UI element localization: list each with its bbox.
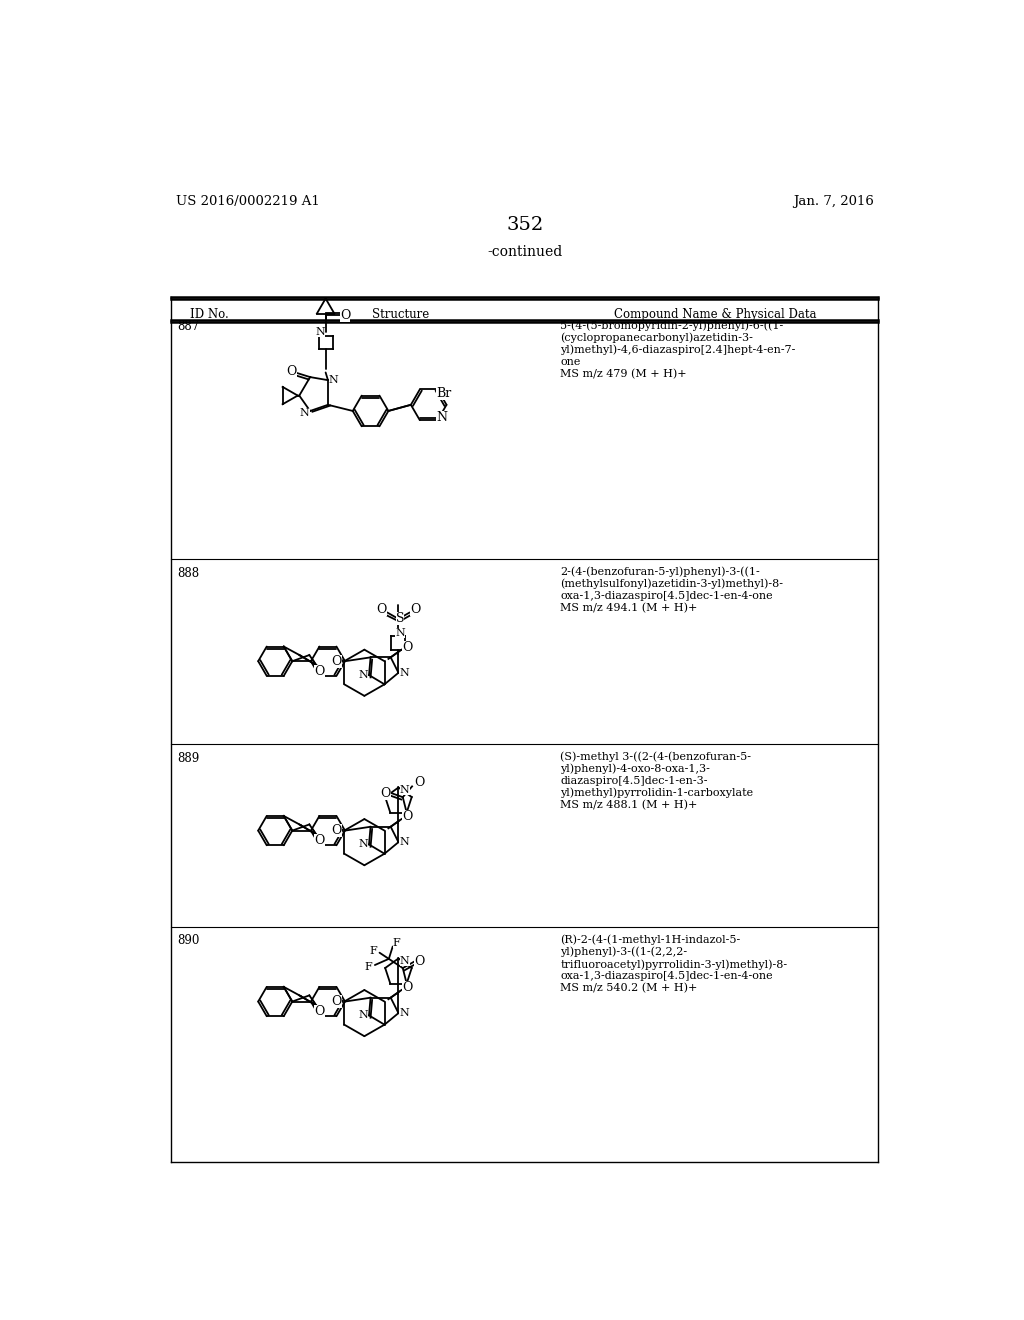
Text: N: N <box>399 668 409 677</box>
Text: O: O <box>401 640 413 653</box>
Text: O: O <box>381 787 391 800</box>
Text: Structure: Structure <box>372 308 429 321</box>
Text: N: N <box>329 375 338 385</box>
Text: N: N <box>358 1010 369 1020</box>
Text: O: O <box>340 309 350 322</box>
Text: N: N <box>399 837 409 847</box>
Text: US 2016/0002219 A1: US 2016/0002219 A1 <box>176 195 319 209</box>
Text: Br: Br <box>436 387 452 400</box>
Text: N: N <box>395 628 404 638</box>
Text: O: O <box>314 834 325 847</box>
Text: N: N <box>399 956 410 966</box>
Text: O: O <box>414 956 424 969</box>
Text: 5-(4-(5-bromopyridin-2-yl)phenyl)-6-((1-
(cyclopropanecarbonyl)azetidin-3-
yl)me: 5-(4-(5-bromopyridin-2-yl)phenyl)-6-((1-… <box>560 319 796 379</box>
Text: O: O <box>332 824 342 837</box>
Text: O: O <box>332 655 342 668</box>
Text: 888: 888 <box>177 566 199 579</box>
Text: S: S <box>395 612 404 626</box>
Text: O: O <box>314 1005 325 1018</box>
Text: O: O <box>332 995 342 1008</box>
Text: 887: 887 <box>177 319 199 333</box>
Text: N: N <box>436 412 447 424</box>
Text: N: N <box>399 785 410 795</box>
Text: (R)-2-(4-(1-methyl-1H-indazol-5-
yl)phenyl)-3-((1-(2,2,2-
trifluoroacetyl)pyrrol: (R)-2-(4-(1-methyl-1H-indazol-5- yl)phen… <box>560 935 787 993</box>
Text: ID No.: ID No. <box>190 308 228 321</box>
Text: N: N <box>358 671 369 680</box>
Text: N: N <box>399 1008 409 1018</box>
Text: O: O <box>401 810 413 824</box>
Text: 2-(4-(benzofuran-5-yl)phenyl)-3-((1-
(methylsulfonyl)azetidin-3-yl)methyl)-8-
ox: 2-(4-(benzofuran-5-yl)phenyl)-3-((1- (me… <box>560 566 783 612</box>
Text: Compound Name & Physical Data: Compound Name & Physical Data <box>614 308 817 321</box>
Text: -continued: -continued <box>487 244 562 259</box>
Text: N: N <box>315 327 325 338</box>
Text: F: F <box>370 946 377 956</box>
Text: 890: 890 <box>177 935 200 948</box>
Text: F: F <box>365 961 373 972</box>
Text: O: O <box>376 603 387 616</box>
Text: 889: 889 <box>177 751 199 764</box>
Text: F: F <box>393 937 400 948</box>
Text: N: N <box>300 408 309 418</box>
Text: N: N <box>358 840 369 850</box>
Text: O: O <box>401 981 413 994</box>
Text: 352: 352 <box>506 216 544 234</box>
Text: O: O <box>287 366 297 379</box>
Text: O: O <box>314 665 325 677</box>
Text: O: O <box>411 603 421 616</box>
Text: O: O <box>415 776 425 789</box>
Text: Jan. 7, 2016: Jan. 7, 2016 <box>793 195 873 209</box>
Text: (S)-methyl 3-((2-(4-(benzofuran-5-
yl)phenyl)-4-oxo-8-oxa-1,3-
diazaspiro[4.5]de: (S)-methyl 3-((2-(4-(benzofuran-5- yl)ph… <box>560 751 754 810</box>
